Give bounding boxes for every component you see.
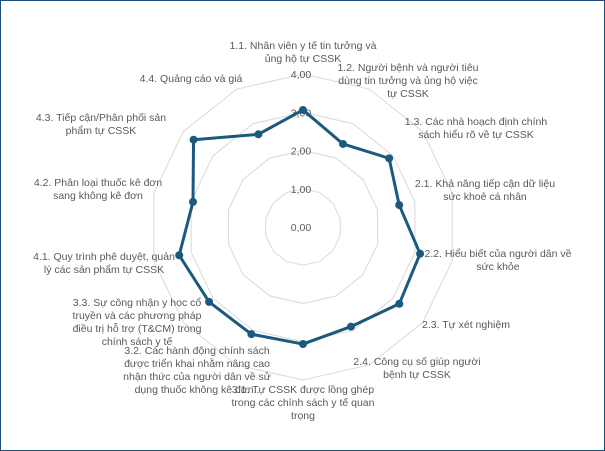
category-label-line: phẩm tự CSSK [66, 125, 137, 137]
category-label-line: sức khoẻ cá nhân [443, 191, 527, 203]
category-label-line: 1.2. Người bệnh và người tiêu [337, 62, 478, 74]
category-label-line: dùng tin tưởng và ủng hộ việc [338, 75, 477, 87]
category-label-line: 2.2. Hiểu biết của người dân về [424, 248, 571, 260]
data-point [247, 330, 256, 339]
data-point [395, 299, 404, 308]
category-label-line: 4.2. Phân loại thuốc kê đơn [34, 177, 162, 189]
data-point [416, 249, 425, 258]
category-label-line: 4.4. Quảng cáo và giá [140, 73, 243, 85]
category-label-line: sức khỏe [476, 261, 519, 273]
category-label-line: 4.1. Quy trình phê duyệt, quản [33, 251, 175, 263]
category-label-line: 3.3. Sự công nhận y học cổ [73, 297, 202, 309]
grid-ring [153, 73, 453, 381]
category-label: 1.3. Các nhà hoạch định chính sách hiểu r… [405, 116, 548, 141]
category-label: 1.2. Người bệnh và người tiêu dùng tin tư… [337, 62, 478, 100]
data-point [299, 340, 307, 349]
data-point [385, 154, 394, 163]
series [175, 105, 425, 349]
data-point [254, 130, 263, 139]
category-label-line: trong các chính sách y tế quan [231, 397, 374, 409]
category-label: 3.1. Tự CSSK được lồng ghép trong các chí… [231, 384, 374, 422]
category-label-line: chính sách y tế [102, 336, 173, 348]
category-label: 3.3. Sự công nhận y học cổ truyền và các … [73, 297, 202, 348]
category-label: 4.4. Quảng cáo và giá [140, 73, 243, 85]
category-label-line: truyền và các phương pháp [73, 310, 202, 322]
category-label-line: 4.3. Tiếp cận/Phân phối sản [36, 112, 166, 124]
category-label-line: lý các sản phẩm tự CSSK [44, 264, 164, 276]
category-label: 3.2. Các hành động chính sách được triển … [123, 345, 271, 396]
category-label: 4.2. Phân loại thuốc kê đơn sang không kê… [34, 177, 162, 202]
data-point [299, 105, 307, 114]
data-point [338, 139, 347, 148]
category-label-line: nhận thức của người dân về sử [123, 371, 271, 383]
category-label-line: 3.1. Tự CSSK được lồng ghép [232, 384, 374, 396]
category-label: 4.1. Quy trình phê duyệt, quản lý các sản… [33, 251, 175, 276]
category-label-line: điều trị hỗ trợ (T&CM) trong [73, 322, 202, 335]
tick-labels: 0,001,002,003,004,00 [291, 69, 312, 234]
category-label-line: sách hiểu rõ về tự CSSK [418, 129, 534, 141]
data-point [189, 135, 198, 144]
data-point [346, 322, 355, 331]
grid-ring [227, 149, 379, 305]
category-label-line: 2.3. Tự xét nghiệm [422, 319, 510, 331]
category-label: 2.4. Công cụ số giúp người bệnh tự CSSK [353, 356, 480, 381]
data-point [175, 251, 184, 260]
category-label-line: 1.3. Các nhà hoạch định chính [405, 116, 548, 128]
tick-label: 0,00 [291, 222, 312, 234]
category-label: 4.3. Tiếp cận/Phân phối sản phẩm tự CSSK [36, 112, 166, 137]
category-labels: 1.1. Nhân viên y tế tin tưởng và ủng hộ t… [33, 40, 572, 422]
category-label-line: 3.2. Các hành động chính sách [124, 345, 270, 357]
category-label-line: 2.4. Công cụ số giúp người [353, 356, 480, 368]
category-label: 2.3. Tự xét nghiệm [422, 319, 510, 331]
data-point [205, 297, 214, 306]
tick-label: 2,00 [291, 146, 312, 158]
category-label-line: trọng [291, 410, 315, 422]
grid-ring [265, 188, 341, 266]
category-label-line: ủng hộ tự CSSK [265, 53, 342, 65]
category-label-line: 1.1. Nhân viên y tế tin tưởng và [230, 40, 377, 52]
tick-label: 4,00 [291, 69, 312, 81]
category-label-line: bệnh tự CSSK [383, 369, 451, 381]
category-label-line: được triển khai nhằm nâng cao [124, 357, 270, 370]
category-label: 2.2. Hiểu biết của người dân về sức khỏe [424, 248, 571, 273]
category-label-line: sang không kê đơn [53, 190, 143, 202]
category-label-line: dụng thuốc không kê đơn.. [135, 384, 260, 396]
category-label-line: tự CSSK [387, 88, 428, 100]
category-label: 1.1. Nhân viên y tế tin tưởng và ủng hộ t… [230, 40, 377, 65]
data-point [188, 197, 197, 206]
data-point [395, 201, 404, 210]
category-label-line: 2.1. Khả năng tiếp cận dữ liệu [415, 178, 555, 190]
category-label: 2.1. Khả năng tiếp cận dữ liệu sức khoẻ c… [415, 178, 555, 203]
tick-label: 1,00 [291, 184, 312, 196]
